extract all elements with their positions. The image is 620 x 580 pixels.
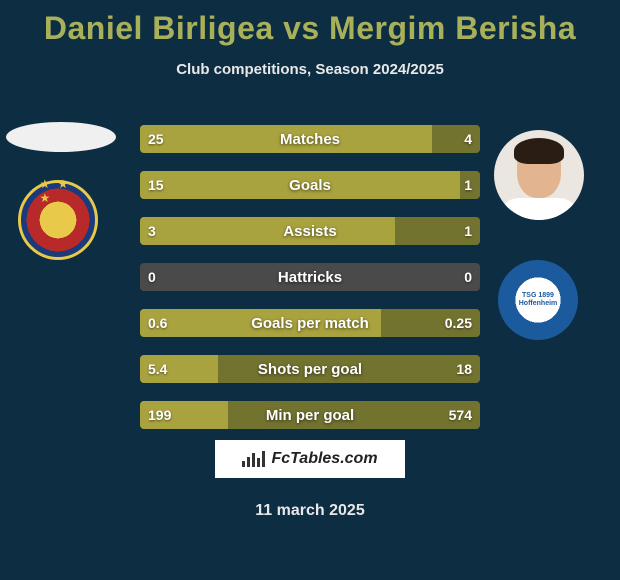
stat-row: 3 1 Assists [140, 217, 480, 245]
stat-value-right: 1 [464, 177, 472, 193]
footer-date: 11 march 2025 [255, 502, 364, 520]
player-right-avatar [494, 130, 584, 220]
avatar-hair-icon [514, 138, 564, 164]
stat-label: Goals per match [251, 315, 369, 332]
stat-row: 25 4 Matches [140, 125, 480, 153]
stat-value-right: 0.25 [445, 315, 472, 331]
stat-value-left: 25 [148, 131, 164, 147]
stat-value-left: 15 [148, 177, 164, 193]
stat-label: Assists [283, 223, 336, 240]
stat-row: 0.6 0.25 Goals per match [140, 309, 480, 337]
stat-value-right: 1 [464, 223, 472, 239]
brand-bars-icon [242, 451, 265, 467]
club-right-badge: TSG 1899Hoffenheim [498, 260, 578, 340]
stat-row: 0 0 Hattricks [140, 263, 480, 291]
stat-value-left: 199 [148, 407, 171, 423]
stat-value-left: 3 [148, 223, 156, 239]
club-left-stars-icon: ★ ★ ★ [40, 177, 77, 205]
stat-value-right: 4 [464, 131, 472, 147]
stat-label: Hattricks [278, 269, 342, 286]
stat-value-left: 0.6 [148, 315, 167, 331]
stat-label: Matches [280, 131, 340, 148]
player-left-avatar [6, 122, 116, 152]
page-subtitle: Club competitions, Season 2024/2025 [0, 61, 620, 78]
brand-text: FcTables.com [271, 450, 377, 468]
stat-label: Goals [289, 177, 331, 194]
club-right-text-icon: TSG 1899Hoffenheim [519, 292, 558, 307]
stat-label: Shots per goal [258, 361, 362, 378]
stat-value-right: 574 [449, 407, 472, 423]
stat-value-right: 0 [464, 269, 472, 285]
stat-value-left: 0 [148, 269, 156, 285]
stat-value-left: 5.4 [148, 361, 167, 377]
stat-row: 199 574 Min per goal [140, 401, 480, 429]
avatar-shirt-icon [499, 198, 579, 220]
comparison-chart: 25 4 Matches 15 1 Goals 3 1 Assists 0 0 Hattricks 0.… [140, 125, 480, 447]
club-left-badge: ★ ★ ★ [18, 180, 98, 260]
stat-row: 15 1 Goals [140, 171, 480, 199]
brand-logo: FcTables.com [215, 440, 405, 478]
stat-label: Min per goal [266, 407, 354, 424]
page-title: Daniel Birligea vs Mergim Berisha [0, 0, 620, 47]
bar-left [140, 217, 395, 245]
bar-right [432, 125, 480, 153]
stat-row: 5.4 18 Shots per goal [140, 355, 480, 383]
stat-value-right: 18 [456, 361, 472, 377]
